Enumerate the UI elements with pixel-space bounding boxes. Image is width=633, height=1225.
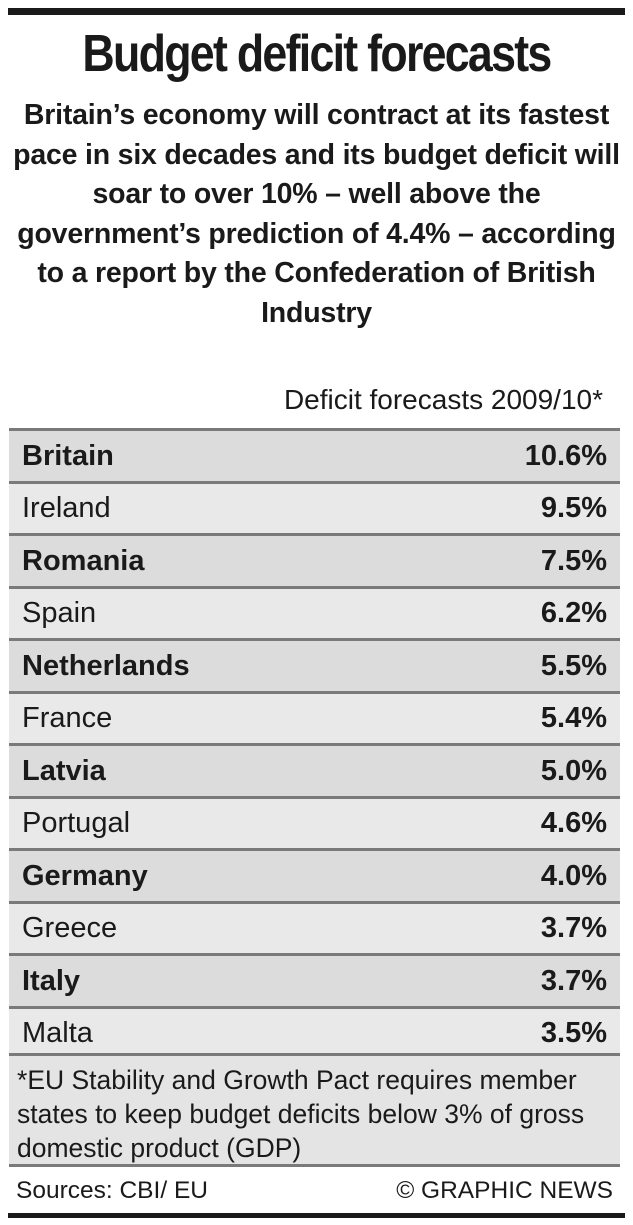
table-caption: Deficit forecasts 2009/10* xyxy=(283,384,603,415)
country-label: Malta xyxy=(22,1017,93,1050)
deficit-value: 7.5% xyxy=(540,544,607,577)
footnote: *EU Stability and Growth Pact requires m… xyxy=(9,1053,620,1167)
table-row: France 5.4% xyxy=(9,690,620,743)
deficit-value: 9.5% xyxy=(540,492,607,525)
table-row: Romania 7.5% xyxy=(9,533,620,586)
deficit-value: 4.6% xyxy=(540,807,607,840)
deficit-value: 3.5% xyxy=(540,1017,607,1050)
country-label: Ireland xyxy=(22,492,111,525)
country-label: France xyxy=(22,702,113,735)
country-label: Romania xyxy=(22,544,145,577)
country-label: Netherlands xyxy=(22,649,190,682)
deficit-value: 5.5% xyxy=(540,649,607,682)
country-label: Italy xyxy=(22,964,81,997)
top-rule xyxy=(8,8,625,15)
chart-title: Budget deficit forecasts xyxy=(82,25,552,83)
deficit-value: 5.0% xyxy=(540,754,607,787)
table-row: Britain 10.6% xyxy=(9,428,620,481)
table-row: Greece 3.7% xyxy=(9,900,620,953)
table-row: Malta 3.5% xyxy=(9,1005,620,1058)
country-label: Germany xyxy=(22,859,148,892)
country-label: Spain xyxy=(22,597,97,630)
sources-text: Sources: CBI/ EU xyxy=(16,1177,208,1204)
deficit-table: Britain 10.6% Ireland 9.5% Romania 7.5% Spain 6… xyxy=(9,428,620,1058)
country-label: Portugal xyxy=(22,807,131,840)
table-row: Spain 6.2% xyxy=(9,585,620,638)
deficit-value: 5.4% xyxy=(540,702,607,735)
table-row: Netherlands 5.5% xyxy=(9,638,620,691)
deficit-value: 6.2% xyxy=(540,597,607,630)
deficit-value: 3.7% xyxy=(540,964,607,997)
country-label: Greece xyxy=(22,912,118,945)
credit-text: © GRAPHIC NEWS xyxy=(396,1177,613,1204)
table-row: Ireland 9.5% xyxy=(9,480,620,533)
table-row: Germany 4.0% xyxy=(9,848,620,901)
chart-subtitle: Britain’s economy will contract at its f… xyxy=(13,99,620,329)
country-label: Latvia xyxy=(22,754,106,787)
deficit-value: 4.0% xyxy=(540,859,607,892)
table-row: Italy 3.7% xyxy=(9,953,620,1006)
deficit-value: 10.6% xyxy=(524,439,607,472)
table-row: Latvia 5.0% xyxy=(9,743,620,796)
table-row: Portugal 4.6% xyxy=(9,795,620,848)
country-label: Britain xyxy=(22,439,114,472)
bottom-rule xyxy=(8,1213,625,1218)
deficit-value: 3.7% xyxy=(540,912,607,945)
